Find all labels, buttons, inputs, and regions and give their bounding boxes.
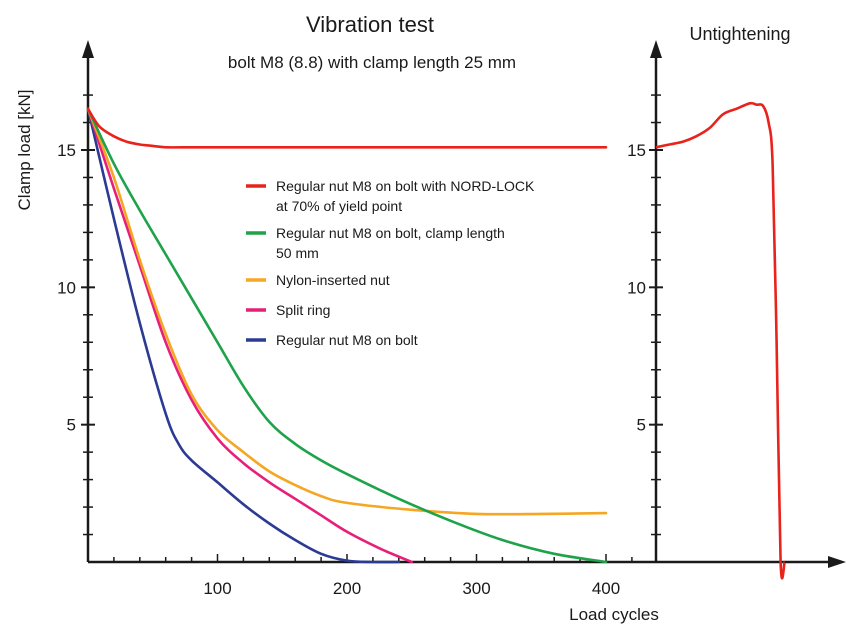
x-tick-label: 400 [592,579,620,598]
y-tick-label-right: 15 [627,141,646,160]
untightening-title: Untightening [689,24,790,44]
series-line-regular-nut-m8-on-bolt [86,107,401,564]
legend-label: Regular nut M8 on bolt, clamp length [276,225,505,241]
chart-subtitle: bolt M8 (8.8) with clamp length 25 mm [228,53,516,72]
series-line-regular-nut-m8-on-bolt-clamp-length-50-mm [86,107,608,564]
legend-label: Split ring [276,302,330,318]
chart-title: Vibration test [306,12,434,37]
legend-label: at 70% of yield point [276,198,402,214]
untightening-line [655,101,786,580]
legend-label: Regular nut M8 on bolt [276,332,418,348]
y-tick-label-left: 15 [57,141,76,160]
x-tick-label: 100 [203,579,231,598]
y-tick-label-left: 5 [67,416,76,435]
x-axis-label: Load cycles [569,605,659,624]
y-tick-label-right: 10 [627,278,646,297]
y-axis-right-arrow [650,40,662,58]
y-tick-label-left: 10 [57,278,76,297]
x-axis-arrow [828,556,846,568]
y-axis-label: Clamp load [kN] [15,90,34,211]
legend-label: Nylon-inserted nut [276,272,390,288]
series-line-nylon-inserted-nut [86,107,608,516]
x-tick-label: 200 [333,579,361,598]
series-line-regular-nut-m8-on-bolt-with-nord-lock-at-70-of-yield-point [86,107,608,149]
series-line-split-ring [86,107,414,564]
y-axis-left-arrow [82,40,94,58]
y-tick-label-right: 5 [637,416,646,435]
x-tick-label: 300 [462,579,490,598]
legend-label: 50 mm [276,245,319,261]
legend-label: Regular nut M8 on bolt with NORD-LOCK [276,178,535,194]
